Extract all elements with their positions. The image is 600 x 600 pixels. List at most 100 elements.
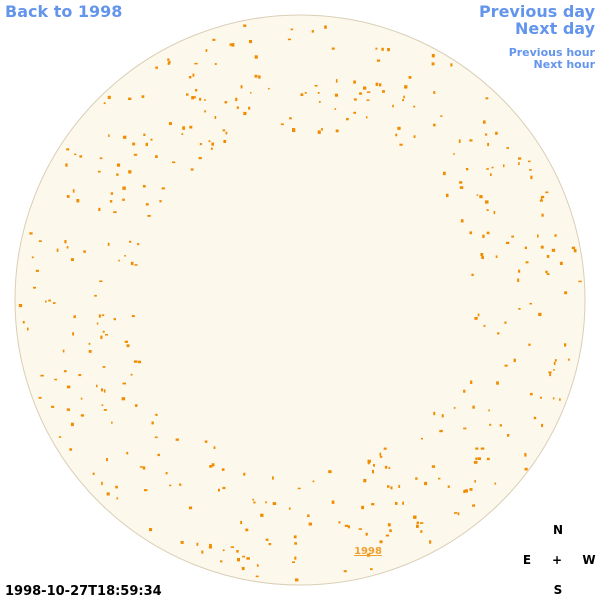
feature-speck bbox=[513, 358, 516, 363]
feature-speck bbox=[192, 73, 195, 77]
feature-speck bbox=[528, 343, 531, 346]
feature-speck bbox=[387, 48, 390, 52]
feature-speck bbox=[473, 461, 476, 464]
feature-speck bbox=[559, 398, 561, 401]
feature-speck bbox=[248, 106, 251, 110]
feature-speck bbox=[101, 314, 105, 316]
feature-speck bbox=[99, 280, 103, 282]
feature-speck bbox=[168, 61, 171, 64]
feature-speck bbox=[379, 455, 383, 458]
year-link[interactable]: 1998 bbox=[354, 546, 382, 557]
feature-speck bbox=[72, 189, 75, 193]
feature-speck bbox=[429, 540, 432, 544]
feature-speck bbox=[56, 248, 59, 252]
feature-speck bbox=[155, 66, 158, 69]
feature-speck bbox=[454, 512, 458, 514]
feature-speck bbox=[358, 528, 362, 530]
feature-speck bbox=[485, 200, 489, 204]
feature-speck bbox=[268, 543, 272, 546]
feature-speck bbox=[288, 507, 291, 510]
feature-speck bbox=[242, 555, 246, 558]
feature-speck bbox=[518, 308, 521, 310]
feature-speck bbox=[27, 327, 29, 331]
feature-speck bbox=[149, 528, 153, 532]
previous-day-link[interactable]: Previous day bbox=[479, 2, 596, 21]
feature-speck bbox=[453, 153, 455, 155]
feature-speck bbox=[79, 155, 83, 158]
feature-speck bbox=[379, 452, 382, 456]
feature-speck bbox=[194, 62, 198, 65]
feature-speck bbox=[578, 280, 582, 283]
feature-speck bbox=[487, 142, 490, 147]
next-hour-link[interactable]: Next hour bbox=[534, 58, 596, 71]
feature-speck bbox=[489, 423, 492, 426]
feature-speck bbox=[388, 467, 391, 469]
feature-speck bbox=[495, 131, 498, 135]
feature-speck bbox=[545, 191, 549, 194]
feature-speck bbox=[214, 116, 217, 119]
compass-south: S bbox=[554, 583, 563, 597]
back-to-year-link[interactable]: Back to 1998 bbox=[5, 2, 122, 21]
feature-speck bbox=[331, 47, 335, 50]
previous-hour-link[interactable]: Previous hour bbox=[509, 46, 596, 59]
feature-speck bbox=[490, 173, 492, 176]
feature-speck bbox=[211, 463, 215, 467]
feature-speck bbox=[463, 427, 467, 430]
feature-speck bbox=[529, 392, 533, 396]
next-day-link[interactable]: Next day bbox=[515, 19, 596, 38]
feature-speck bbox=[108, 134, 110, 137]
feature-speck bbox=[165, 472, 168, 475]
feature-speck bbox=[385, 534, 389, 537]
feature-speck bbox=[469, 488, 473, 491]
feature-speck bbox=[504, 321, 507, 324]
feature-speck bbox=[334, 93, 338, 97]
feature-speck bbox=[210, 147, 213, 150]
feature-speck bbox=[353, 80, 356, 84]
feature-speck bbox=[66, 408, 70, 411]
feature-speck bbox=[476, 194, 479, 196]
feature-speck bbox=[367, 459, 371, 463]
feature-speck bbox=[486, 231, 490, 235]
feature-speck bbox=[139, 466, 143, 468]
feature-speck bbox=[568, 358, 570, 361]
compass-center: + bbox=[552, 553, 562, 567]
feature-speck bbox=[564, 291, 568, 295]
feature-speck bbox=[294, 542, 297, 545]
feature-speck bbox=[540, 198, 543, 201]
feature-speck bbox=[413, 105, 416, 108]
feature-speck bbox=[101, 481, 103, 486]
feature-speck bbox=[474, 479, 476, 483]
feature-speck bbox=[317, 130, 321, 134]
feature-speck bbox=[372, 469, 374, 474]
feature-speck bbox=[375, 82, 379, 86]
feature-speck bbox=[459, 181, 463, 184]
feature-speck bbox=[431, 54, 435, 58]
feature-speck bbox=[167, 58, 170, 61]
feature-speck bbox=[517, 278, 520, 282]
feature-speck bbox=[204, 99, 206, 101]
feature-speck bbox=[268, 87, 270, 90]
feature-speck bbox=[344, 524, 349, 527]
feature-speck bbox=[97, 170, 101, 173]
feature-speck bbox=[240, 520, 242, 525]
feature-speck bbox=[304, 92, 307, 94]
feature-speck bbox=[63, 370, 67, 373]
feature-speck bbox=[402, 501, 404, 505]
feature-speck bbox=[141, 95, 145, 98]
feature-speck bbox=[463, 389, 466, 393]
feature-speck bbox=[126, 451, 129, 455]
feature-speck bbox=[121, 397, 126, 401]
feature-speck bbox=[88, 350, 92, 353]
feature-speck bbox=[155, 413, 158, 416]
feature-speck bbox=[236, 550, 239, 553]
feature-speck bbox=[214, 63, 217, 65]
feature-speck bbox=[297, 487, 301, 490]
feature-speck bbox=[404, 85, 408, 89]
feature-speck bbox=[387, 523, 391, 527]
feature-speck bbox=[155, 155, 158, 158]
feature-speck bbox=[471, 273, 474, 276]
feature-speck bbox=[431, 465, 436, 468]
feature-speck bbox=[424, 481, 428, 486]
compass-west: W bbox=[582, 553, 595, 567]
feature-speck bbox=[335, 129, 339, 133]
